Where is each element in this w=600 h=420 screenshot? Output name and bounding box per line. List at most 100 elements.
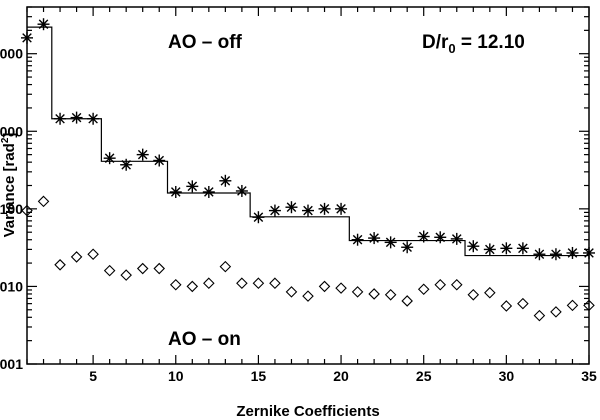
ao-off-point	[70, 111, 83, 124]
ao-off-point	[285, 201, 298, 214]
ao-on-point	[384, 289, 397, 301]
plot-marks	[21, 18, 595, 322]
ao-on-point	[120, 269, 132, 281]
ao-off-point-stroke	[154, 155, 165, 166]
ao-off-point-stroke	[418, 231, 429, 242]
ao-on-point	[285, 286, 298, 298]
ao-off-point	[37, 18, 50, 31]
ao-off-point	[219, 174, 232, 187]
ao-on-point	[169, 279, 182, 291]
ao-on-point	[302, 290, 314, 302]
ao-on-point	[269, 277, 281, 289]
ao-off-point	[120, 158, 133, 171]
ao-off-point	[268, 204, 281, 217]
ao-off-point-stroke	[518, 243, 528, 254]
ao-off-point	[516, 242, 529, 255]
ao-off-point	[252, 211, 265, 224]
ao-off-point-stroke	[71, 112, 82, 123]
axes: 5 10 15 20 25 30 35 0.001 0.010 0.100 1.000 10.000	[0, 6, 597, 384]
x-tick-label: 35	[581, 368, 597, 384]
dr0-prefix: D/r	[422, 32, 449, 53]
ao-off-point	[202, 185, 215, 198]
ao-off-point-stroke	[121, 159, 131, 170]
ao-on-point	[500, 300, 513, 312]
ao-off-point-stroke	[55, 113, 65, 124]
ao-off-point	[417, 230, 430, 243]
dr0-subscript: 0	[448, 41, 455, 56]
y-axis-title-base: Variance [rad	[1, 143, 18, 237]
ao-off-point	[136, 148, 149, 161]
x-tick-label: 20	[333, 368, 349, 384]
ao-off-point	[54, 112, 67, 125]
ao-on-point	[533, 309, 546, 322]
ao-off-point	[302, 204, 314, 217]
ao-on-point	[252, 277, 265, 289]
y-tick-label: 1.000	[0, 123, 23, 139]
plot-frame	[26, 6, 590, 365]
ao-on-point	[335, 282, 347, 294]
ao-off-point	[533, 248, 546, 261]
ao-off-point	[335, 202, 348, 215]
ao-off-point-stroke	[204, 187, 214, 197]
ao-off-point	[566, 246, 579, 259]
ao-on-point	[450, 279, 463, 291]
ao-on-point	[517, 297, 529, 310]
x-tick-label: 10	[168, 368, 184, 384]
annotation-ao-off: AO – off	[168, 32, 243, 53]
y-axis-title-end: ]	[1, 133, 18, 138]
ao-on-point	[550, 306, 562, 318]
ao-off-point-stroke	[187, 181, 198, 192]
ao-off-point-stroke	[237, 186, 247, 196]
ao-off-point	[500, 242, 513, 255]
ao-on-point	[136, 262, 149, 275]
y-axis-title: Variance [rad2]	[0, 133, 18, 238]
ao-on-point	[186, 280, 199, 293]
ao-off-point-stroke	[501, 243, 512, 254]
ao-on-point	[203, 277, 215, 289]
ao-off-point	[434, 231, 447, 244]
y-tick-label: 10.000	[0, 46, 23, 62]
y-tick-label: 0.100	[0, 201, 23, 217]
ao-off-point	[235, 184, 248, 197]
ao-off-point-stroke	[402, 242, 412, 253]
x-tick-label: 15	[251, 368, 267, 384]
ao-on-point	[467, 289, 480, 301]
ao-off-point-stroke	[485, 244, 495, 255]
ao-off-point-stroke	[451, 234, 462, 244]
ao-off-point-stroke	[369, 233, 379, 243]
ao-off-point-stroke	[435, 232, 446, 243]
ao-off-point	[368, 232, 381, 245]
x-tick-label: 30	[499, 368, 515, 384]
y-tick-label: 0.001	[0, 356, 23, 372]
ao-on-point	[236, 277, 248, 289]
ao-on-point	[87, 248, 99, 261]
x-tick-label: 25	[416, 368, 432, 384]
ao-off-point-stroke	[385, 237, 396, 248]
ao-off-point	[483, 243, 496, 256]
ao-on-point	[54, 259, 66, 271]
annotation-d-over-r0: D/r0 = 12.10	[422, 32, 525, 56]
ao-off-point-stroke	[253, 212, 264, 223]
ao-on-point	[566, 299, 579, 312]
ao-off-point	[169, 185, 182, 198]
ao-off-point-stroke	[38, 19, 49, 30]
ao-off-point	[153, 154, 166, 167]
x-tick-label: 5	[89, 368, 97, 384]
ao-off-point	[384, 236, 397, 249]
dr0-value: = 12.10	[456, 32, 525, 53]
x-axis-title: Zernike Coefficients	[236, 403, 379, 420]
ao-off-point	[351, 233, 364, 246]
ao-on-point	[37, 195, 50, 208]
ao-off-point	[103, 152, 116, 165]
ao-off-point	[467, 240, 480, 253]
annotation-ao-on: AO – on	[168, 329, 241, 350]
ao-off-point-stroke	[534, 249, 545, 260]
ao-off-point	[318, 202, 331, 215]
ao-off-point	[450, 232, 463, 245]
ao-off-point-stroke	[551, 249, 561, 260]
y-tick-label: 0.010	[0, 278, 23, 294]
ao-on-point	[219, 260, 232, 273]
ao-on-point	[318, 280, 331, 293]
ao-off-point-stroke	[286, 202, 297, 213]
ao-off-point	[87, 112, 100, 125]
